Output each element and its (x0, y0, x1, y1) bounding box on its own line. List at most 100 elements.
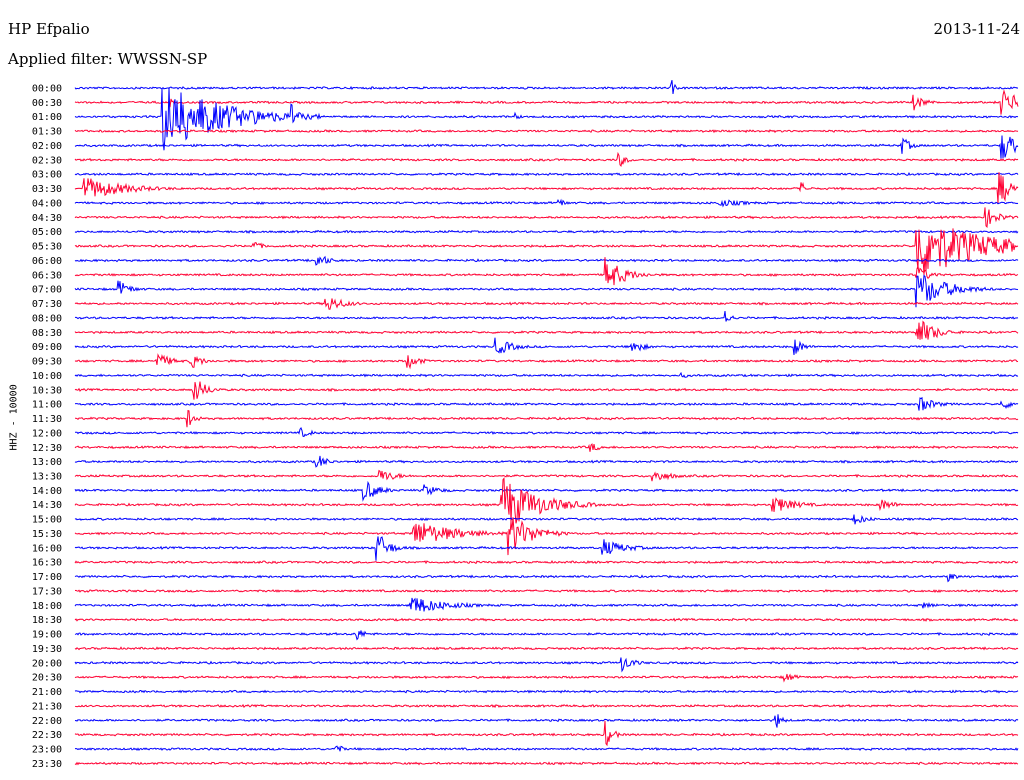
row-time-label: 22:00 (32, 716, 62, 727)
row-time-label: 17:00 (32, 572, 62, 583)
trace-row (74, 714, 1019, 728)
row-time-label: 03:00 (32, 170, 62, 181)
trace-row (74, 630, 1019, 641)
trace-row (74, 689, 1019, 694)
row-time-label: 15:00 (32, 515, 62, 526)
row-time-label: 12:30 (32, 443, 62, 454)
trace-row (74, 298, 1019, 310)
row-time-label: 08:30 (32, 328, 62, 339)
trace-row (74, 761, 1019, 766)
station-name: HP Efpalio (8, 20, 90, 38)
trace-row (74, 207, 1019, 228)
row-time-label: 00:30 (32, 98, 62, 109)
row-time-label: 16:00 (32, 543, 62, 554)
row-time-label: 06:00 (32, 256, 62, 267)
row-time-label: 20:00 (32, 658, 62, 669)
trace-row (74, 560, 1019, 565)
trace-row (74, 353, 1019, 370)
row-time-label: 07:00 (32, 285, 62, 296)
plot-date: 2013-11-24 (933, 20, 1020, 38)
trace-row (74, 87, 1019, 151)
trace-row (74, 89, 1019, 115)
trace-row (74, 443, 1019, 452)
trace-row (74, 229, 1019, 234)
row-time-label: 11:30 (32, 414, 62, 425)
trace-row (74, 135, 1019, 159)
row-time-label: 14:00 (32, 486, 62, 497)
row-time-label: 01:30 (32, 127, 62, 138)
trace-row (74, 79, 1019, 95)
row-time-label: 05:30 (32, 242, 62, 253)
trace-row (74, 228, 1019, 276)
row-time-label: 01:00 (32, 112, 62, 123)
row-time-label: 10:30 (32, 385, 62, 396)
trace-row (74, 573, 1019, 583)
row-time-label: 13:30 (32, 471, 62, 482)
trace-row (74, 371, 1019, 378)
row-time-label: 21:00 (32, 687, 62, 698)
row-time-label: 04:30 (32, 213, 62, 224)
trace-row (74, 745, 1019, 752)
trace-row (74, 274, 1019, 308)
row-time-label: 17:30 (32, 586, 62, 597)
row-time-label: 13:00 (32, 457, 62, 468)
row-time-label: 02:00 (32, 141, 62, 152)
trace-row (74, 597, 1019, 612)
trace-row (74, 151, 1019, 167)
trace-row (74, 477, 1019, 524)
row-time-label: 19:00 (32, 630, 62, 641)
trace-row (74, 514, 1019, 525)
row-time-label: 18:00 (32, 601, 62, 612)
trace-row (74, 703, 1019, 709)
trace-row (74, 720, 1019, 747)
row-time-label: 05:00 (32, 227, 62, 238)
trace-row (74, 320, 1019, 340)
trace-row (74, 480, 1019, 502)
row-time-label: 12:00 (32, 428, 62, 439)
trace-row (74, 536, 1019, 561)
row-time-label: 10:00 (32, 371, 62, 382)
row-time-label: 07:30 (32, 299, 62, 310)
row-time-label: 04:00 (32, 198, 62, 209)
trace-row (74, 409, 1019, 428)
trace-row (74, 337, 1019, 355)
row-time-label: 02:30 (32, 155, 62, 166)
applied-filter: Applied filter: WWSSN-SP (8, 50, 208, 68)
row-time-label: 19:30 (32, 644, 62, 655)
trace-row (74, 469, 1019, 482)
row-time-label: 14:30 (32, 500, 62, 511)
trace-row (74, 657, 1019, 673)
row-time-label: 15:30 (32, 529, 62, 540)
trace-row (74, 310, 1019, 322)
row-time-label: 23:00 (32, 745, 62, 756)
row-time-label: 06:30 (32, 270, 62, 281)
row-time-label: 23:30 (32, 759, 62, 770)
trace-row (74, 255, 1019, 266)
row-time-label: 00:00 (32, 84, 62, 95)
trace-row (74, 396, 1019, 411)
trace-row (74, 172, 1019, 177)
trace-row (74, 129, 1019, 134)
row-time-label: 11:00 (32, 400, 62, 411)
trace-row (74, 617, 1019, 622)
trace-row (74, 517, 1019, 556)
row-time-label: 22:30 (32, 730, 62, 741)
row-time-label: 16:30 (32, 558, 62, 569)
trace-row (74, 198, 1019, 208)
trace-row (74, 646, 1019, 651)
row-time-label: 09:30 (32, 357, 62, 368)
trace-row (74, 455, 1019, 468)
trace-row (74, 257, 1019, 286)
trace-row (74, 381, 1019, 400)
trace-row (74, 427, 1019, 438)
trace-row (74, 673, 1019, 683)
trace-row (74, 588, 1019, 593)
row-time-label: 18:30 (32, 615, 62, 626)
row-time-label: 09:00 (32, 342, 62, 353)
row-time-label: 20:30 (32, 673, 62, 684)
row-time-label: 03:30 (32, 184, 62, 195)
trace-row (74, 172, 1019, 204)
row-time-label: 21:30 (32, 701, 62, 712)
row-time-label: 08:00 (32, 313, 62, 324)
